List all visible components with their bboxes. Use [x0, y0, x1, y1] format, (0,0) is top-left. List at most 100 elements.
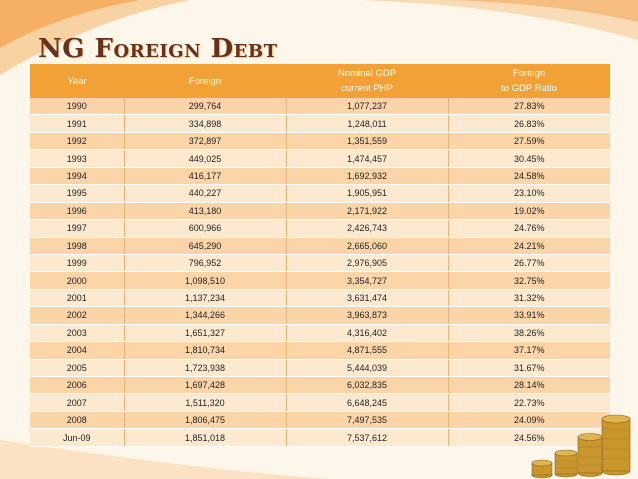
cell-ratio: 22.73%	[448, 393, 610, 412]
table-header-row: Year Foreign Nominal GDP current PHP Fore…	[30, 64, 610, 98]
cell-ratio: 23.10%	[448, 184, 610, 203]
cell-nominal-gdp: 3,963,873	[286, 306, 449, 325]
table-row: 1991 334,898 1,248,011 26.83%	[30, 114, 610, 133]
cell-foreign: 1,810,734	[124, 341, 287, 360]
cell-foreign: 449,025	[124, 149, 287, 168]
cell-year: 2006	[30, 376, 125, 395]
debt-table: Year Foreign Nominal GDP current PHP Fore…	[30, 64, 610, 447]
cell-year: 2008	[30, 411, 125, 430]
table-row: 1996 413,180 2,171,922 19.02%	[30, 202, 610, 221]
cell-foreign: 413,180	[124, 202, 287, 221]
table-row: 2008 1,806,475 7,497,535 24.09%	[30, 411, 610, 430]
cell-nominal-gdp: 4,316,402	[286, 324, 449, 343]
cell-year: 2000	[30, 271, 125, 290]
cell-ratio: 28.14%	[448, 376, 610, 395]
cell-foreign: 1,511,320	[124, 393, 287, 412]
table-row: 1994 416,177 1,692,932 24.58%	[30, 167, 610, 186]
cell-foreign: 1,806,475	[124, 411, 287, 430]
cell-ratio: 24.09%	[448, 411, 610, 430]
cell-nominal-gdp: 6,648,245	[286, 393, 449, 412]
cell-nominal-gdp: 1,351,559	[286, 132, 449, 151]
cell-ratio: 32.75%	[448, 271, 610, 290]
page-title-text: NG Foreign Debt	[38, 34, 278, 64]
cell-ratio: 31.32%	[448, 289, 610, 308]
cell-foreign: 440,227	[124, 184, 287, 203]
cell-year: 2005	[30, 359, 125, 378]
cell-nominal-gdp: 1,905,951	[286, 184, 449, 203]
table-row: 2005 1,723,938 5,444,039 31.67%	[30, 359, 610, 378]
cell-foreign: 1,697,428	[124, 376, 287, 395]
cell-foreign: 1,344,266	[124, 306, 287, 325]
cell-ratio: 37.17%	[448, 341, 610, 360]
table-row: 1990 299,764 1,077,237 27.83%	[30, 98, 610, 116]
cell-year: 1995	[30, 184, 125, 203]
cell-foreign: 1,851,018	[124, 428, 287, 447]
cell-ratio: 31.67%	[448, 359, 610, 378]
table-row: 2002 1,344,266 3,963,873 33.91%	[30, 306, 610, 325]
cell-foreign: 796,952	[124, 254, 287, 273]
cell-foreign: 416,177	[124, 167, 287, 186]
table-row: 1999 796,952 2,976,905 26.77%	[30, 254, 610, 273]
cell-foreign: 299,764	[124, 98, 287, 116]
cell-nominal-gdp: 2,976,905	[286, 254, 449, 273]
cell-year: 2004	[30, 341, 125, 360]
table-row: 2001 1,137,234 3,631,474 31.32%	[30, 289, 610, 308]
cell-ratio: 24.56%	[448, 428, 610, 447]
cell-ratio: 24.21%	[448, 237, 610, 255]
cell-year: 2007	[30, 393, 125, 412]
table-row: 2007 1,511,320 6,648,245 22.73%	[30, 393, 610, 412]
cell-year: 2003	[30, 324, 125, 343]
cell-year: 1991	[30, 114, 125, 133]
cell-ratio: 30.45%	[448, 149, 610, 168]
cell-foreign: 1,651,327	[124, 324, 287, 343]
cell-year: 1999	[30, 254, 125, 273]
cell-foreign: 334,898	[124, 114, 287, 133]
header-ratio: Foreign to GDP Ratio	[448, 64, 610, 98]
cell-nominal-gdp: 1,692,932	[286, 167, 449, 186]
cell-nominal-gdp: 7,537,612	[286, 428, 449, 447]
cell-ratio: 19.02%	[448, 202, 610, 221]
cell-year: 2001	[30, 289, 125, 308]
cell-nominal-gdp: 1,474,457	[286, 149, 449, 168]
cell-year: 1993	[30, 149, 125, 168]
cell-nominal-gdp: 1,077,237	[286, 98, 449, 116]
cell-ratio: 27.59%	[448, 132, 610, 151]
table-row: 2004 1,810,734 4,871,555 37.17%	[30, 341, 610, 360]
cell-year: 1996	[30, 202, 125, 221]
cell-ratio: 24.58%	[448, 167, 610, 186]
cell-nominal-gdp: 2,665,060	[286, 237, 449, 255]
table-row: Jun-09 1,851,018 7,537,612 24.56%	[30, 428, 610, 447]
cell-nominal-gdp: 7,497,535	[286, 411, 449, 430]
header-foreign: Foreign	[124, 64, 286, 98]
cell-nominal-gdp: 5,444,039	[286, 359, 449, 378]
cell-year: 1990	[30, 98, 125, 116]
cell-nominal-gdp: 2,426,743	[286, 219, 449, 238]
table-row: 1995 440,227 1,905,951 23.10%	[30, 184, 610, 203]
table-row: 1998 645,290 2,665,060 24.21%	[30, 237, 610, 255]
cell-nominal-gdp: 3,354,727	[286, 271, 449, 290]
cell-ratio: 27.83%	[448, 98, 610, 116]
cell-year: Jun-09	[30, 428, 125, 447]
cell-foreign: 600,966	[124, 219, 287, 238]
cell-nominal-gdp: 1,248,011	[286, 114, 449, 133]
header-gdp-line1: Nominal GDP	[337, 68, 397, 79]
cell-year: 1997	[30, 219, 125, 238]
table-row: 1993 449,025 1,474,457 30.45%	[30, 149, 610, 168]
cell-ratio: 33.91%	[448, 306, 610, 325]
cell-foreign: 1,723,938	[124, 359, 287, 378]
table-row: 2000 1,098,510 3,354,727 32.75%	[30, 271, 610, 290]
cell-foreign: 645,290	[124, 237, 287, 255]
table-row: 1992 372,897 1,351,559 27.59%	[30, 132, 610, 151]
coin-stack-image	[531, 414, 631, 479]
table-row: 1997 600,966 2,426,743 24.76%	[30, 219, 610, 238]
page-title: NG Foreign Debt	[38, 34, 278, 64]
cell-nominal-gdp: 2,171,922	[286, 202, 449, 221]
cell-ratio: 26.83%	[448, 114, 610, 133]
header-gdp-line2: current PHP	[341, 83, 393, 94]
cell-year: 1998	[30, 237, 125, 255]
table-row: 2003 1,651,327 4,316,402 38.26%	[30, 324, 610, 343]
cell-ratio: 38.26%	[448, 324, 610, 343]
header-ratio-line1: Foreign	[512, 68, 546, 79]
table-row: 2006 1,697,428 6,032,835 28.14%	[30, 376, 610, 395]
